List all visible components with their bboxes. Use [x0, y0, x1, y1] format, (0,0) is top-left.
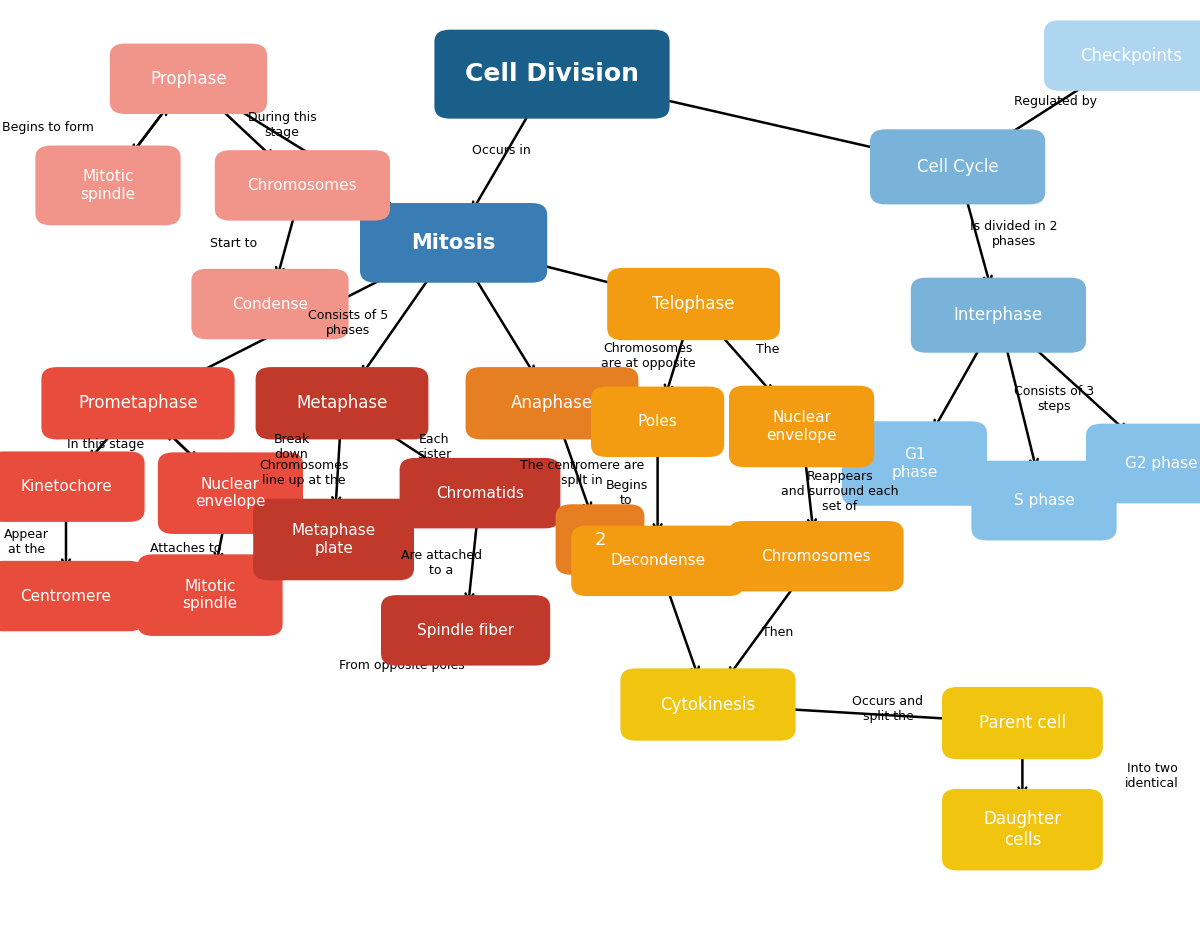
Text: Spindle fiber: Spindle fiber [418, 623, 514, 638]
Text: Anaphase: Anaphase [511, 394, 593, 413]
Text: Are attached
to a: Are attached to a [401, 549, 482, 577]
Text: Daughter
cells: Daughter cells [983, 810, 1062, 849]
Text: Nuclear
envelope: Nuclear envelope [196, 477, 265, 509]
Text: Parent cell: Parent cell [979, 714, 1066, 732]
FancyBboxPatch shape [1086, 424, 1200, 503]
Text: Chromosomes: Chromosomes [761, 549, 871, 564]
FancyBboxPatch shape [942, 789, 1103, 870]
FancyBboxPatch shape [842, 421, 986, 506]
FancyBboxPatch shape [728, 521, 904, 591]
Text: Start to: Start to [210, 237, 258, 250]
FancyBboxPatch shape [382, 595, 551, 666]
Text: During this
stage: During this stage [247, 111, 317, 139]
Text: Each
sister: Each sister [418, 433, 451, 461]
Text: G2 phase: G2 phase [1126, 456, 1198, 471]
Text: Chromosomes
line up at the: Chromosomes line up at the [259, 459, 348, 487]
Text: Cytokinesis: Cytokinesis [660, 695, 756, 714]
Text: Cell Division: Cell Division [466, 62, 640, 86]
FancyBboxPatch shape [360, 203, 547, 283]
FancyBboxPatch shape [607, 268, 780, 340]
Text: Mitotic
spindle: Mitotic spindle [80, 170, 136, 201]
Text: Occurs in: Occurs in [473, 144, 530, 157]
Text: Condense: Condense [232, 297, 308, 311]
FancyBboxPatch shape [870, 130, 1045, 205]
FancyBboxPatch shape [36, 146, 180, 225]
Text: The centromere are
spilt in: The centromere are spilt in [520, 459, 644, 487]
Text: Appear
at the: Appear at the [4, 528, 49, 556]
FancyBboxPatch shape [215, 150, 390, 221]
FancyBboxPatch shape [0, 561, 145, 631]
Text: Into two
identical: Into two identical [1126, 762, 1178, 790]
Text: Occurs and
split the: Occurs and split the [852, 695, 924, 723]
Text: Metaphase
plate: Metaphase plate [292, 524, 376, 555]
Text: In this stage: In this stage [67, 438, 144, 451]
Text: Poles: Poles [637, 414, 678, 429]
Text: Prophase: Prophase [150, 70, 227, 88]
Text: G1
phase: G1 phase [892, 448, 937, 479]
FancyBboxPatch shape [620, 668, 796, 741]
Text: Consists of 3
steps: Consists of 3 steps [1014, 385, 1093, 413]
Text: Chromosomes: Chromosomes [247, 178, 358, 193]
Text: Begins to form: Begins to form [2, 121, 94, 134]
Text: 2: 2 [594, 530, 606, 549]
Text: Decondense: Decondense [610, 553, 706, 568]
Text: Kinetochore: Kinetochore [20, 479, 112, 494]
Text: Metaphase: Metaphase [296, 394, 388, 413]
Text: Attaches to: Attaches to [150, 542, 222, 555]
Text: Chromosomes
are at opposite: Chromosomes are at opposite [601, 342, 695, 370]
FancyBboxPatch shape [556, 504, 644, 575]
FancyBboxPatch shape [466, 367, 638, 439]
Text: Centromere: Centromere [20, 589, 112, 603]
Text: Cell Cycle: Cell Cycle [917, 158, 998, 176]
FancyBboxPatch shape [911, 278, 1086, 352]
FancyBboxPatch shape [192, 269, 348, 339]
Text: Is divided in 2
phases: Is divided in 2 phases [971, 220, 1057, 248]
Text: Chromatids: Chromatids [436, 486, 524, 501]
Text: Then: Then [762, 626, 793, 639]
Text: Mitotic
spindle: Mitotic spindle [182, 579, 238, 611]
Text: S phase: S phase [1014, 493, 1074, 508]
Text: Checkpoints: Checkpoints [1080, 46, 1183, 65]
Text: Mitosis: Mitosis [412, 233, 496, 253]
FancyBboxPatch shape [158, 452, 302, 534]
FancyBboxPatch shape [253, 499, 414, 580]
Text: Interphase: Interphase [954, 306, 1043, 324]
FancyBboxPatch shape [434, 30, 670, 119]
FancyBboxPatch shape [42, 367, 235, 439]
Text: Reappears
and surround each
set of: Reappears and surround each set of [781, 470, 899, 513]
FancyBboxPatch shape [256, 367, 428, 439]
FancyBboxPatch shape [972, 461, 1116, 540]
FancyBboxPatch shape [110, 44, 268, 114]
FancyBboxPatch shape [0, 451, 145, 522]
Text: The: The [756, 343, 780, 356]
Text: Nuclear
envelope: Nuclear envelope [767, 411, 836, 442]
FancyBboxPatch shape [592, 387, 725, 457]
FancyBboxPatch shape [571, 526, 744, 596]
FancyBboxPatch shape [730, 386, 874, 467]
FancyBboxPatch shape [138, 554, 283, 636]
Text: Regulated by: Regulated by [1014, 95, 1098, 108]
Text: Prometaphase: Prometaphase [78, 394, 198, 413]
Text: Begins
to: Begins to [605, 479, 648, 507]
FancyBboxPatch shape [942, 687, 1103, 759]
FancyBboxPatch shape [1044, 20, 1200, 91]
Text: Break
down: Break down [274, 433, 310, 461]
Text: From opposite poles: From opposite poles [340, 659, 464, 672]
FancyBboxPatch shape [400, 458, 560, 528]
Text: Telophase: Telophase [653, 295, 734, 313]
Text: Consists of 5
phases: Consists of 5 phases [308, 309, 388, 337]
